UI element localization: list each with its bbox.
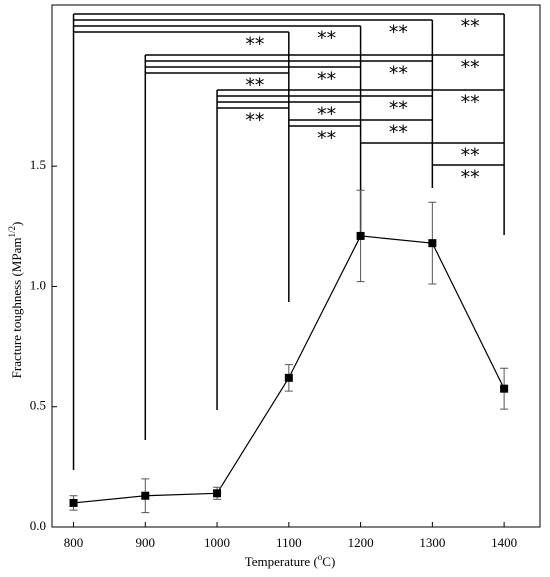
x-tick-label: 1000	[204, 535, 230, 550]
x-tick-label: 900	[136, 535, 156, 550]
plot-frame	[51, 4, 541, 528]
data-point	[500, 384, 509, 393]
y-axis-label: Fracture toughness (MPam1/2)	[7, 222, 24, 379]
data-point	[213, 489, 222, 498]
significance-label: **	[317, 28, 336, 50]
significance-label: **	[389, 122, 408, 144]
significance-label: **	[317, 128, 336, 150]
y-tick-label: 0.5	[30, 398, 46, 413]
significance-label: **	[461, 145, 480, 167]
significance-label: **	[317, 104, 336, 126]
significance-label: **	[389, 63, 408, 85]
x-tick-label: 1100	[276, 535, 302, 550]
data-point	[356, 231, 365, 240]
significance-label: **	[389, 22, 408, 44]
data-point	[284, 373, 293, 382]
y-tick-label: 0.0	[30, 518, 46, 533]
x-label-text: Temperature (	[245, 554, 318, 569]
x-label-sup: o	[318, 552, 323, 562]
x-tick-label: 800	[64, 535, 84, 550]
significance-label: **	[461, 16, 480, 38]
x-axis-label: Temperature (oC)	[245, 552, 336, 569]
y-tick-label: 1.5	[30, 157, 46, 172]
x-tick-label: 1300	[419, 535, 445, 550]
significance-label: **	[461, 167, 480, 189]
y-tick-label: 1.0	[30, 277, 46, 292]
x-label-end: C)	[322, 554, 335, 569]
significance-label: **	[461, 92, 480, 114]
y-label-text: Fracture toughness (MPam	[9, 238, 24, 379]
x-tick-label: 1400	[491, 535, 517, 550]
y-label-sup: 1/2	[7, 226, 17, 238]
significance-label: **	[245, 75, 264, 97]
significance-label: **	[317, 69, 336, 91]
x-tick-label: 1200	[348, 535, 374, 550]
data-point	[141, 491, 150, 500]
y-label-end: )	[9, 222, 24, 226]
data-point	[69, 498, 78, 507]
significance-label: **	[389, 98, 408, 120]
data-point	[428, 239, 437, 248]
significance-label: **	[245, 34, 264, 56]
significance-label: **	[461, 57, 480, 79]
significance-label: **	[245, 110, 264, 132]
